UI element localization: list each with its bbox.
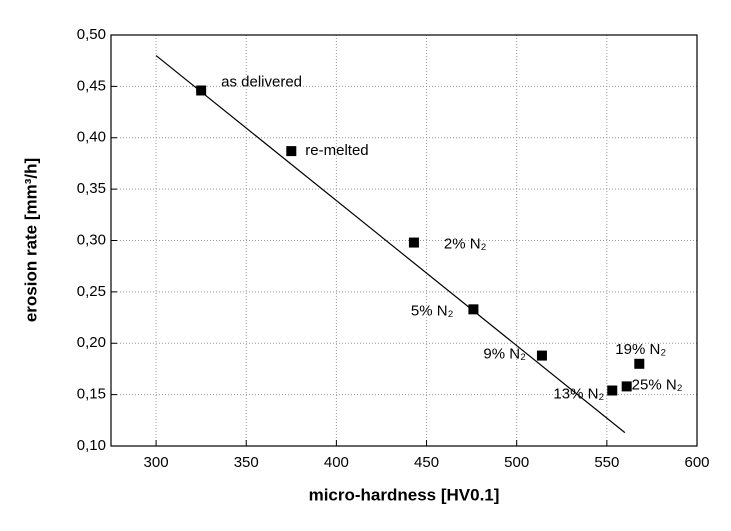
point: [607, 385, 618, 396]
y-axis-title: erosion rate [mm³/h]: [21, 158, 40, 322]
point: [286, 146, 297, 157]
x-tick-label: 500: [504, 454, 529, 471]
y-tick-label: 0,25: [77, 283, 106, 300]
point-label: 13% N₂: [553, 385, 604, 402]
point-label: 2% N₂: [444, 236, 487, 253]
point: [468, 304, 479, 315]
y-tick-label: 0,35: [77, 180, 106, 197]
point-label: 5% N₂: [411, 302, 454, 319]
point-label: 25% N₂: [632, 376, 683, 393]
x-tick-label: 600: [684, 454, 709, 471]
x-tick-label: 450: [414, 454, 439, 471]
point: [621, 381, 632, 392]
point-label: 19% N₂: [615, 341, 666, 358]
y-tick-label: 0,30: [77, 231, 106, 248]
y-tick-label: 0,15: [77, 386, 106, 403]
point: [536, 350, 547, 361]
y-tick-label: 0,50: [77, 26, 106, 43]
point: [408, 237, 419, 248]
x-axis-title: micro-hardness [HV0.1]: [309, 485, 500, 504]
y-tick-label: 0,10: [77, 437, 106, 454]
point: [634, 358, 645, 369]
y-tick-label: 0,40: [77, 129, 106, 146]
y-tick-label: 0,20: [77, 334, 106, 351]
x-tick-label: 350: [234, 454, 259, 471]
point-label: as delivered: [221, 73, 302, 90]
x-tick-label: 300: [144, 454, 169, 471]
point-label: 9% N₂: [483, 346, 526, 363]
point: [196, 85, 207, 96]
fit-line: [155, 55, 626, 434]
y-tick-label: 0,45: [77, 77, 106, 94]
point-label: re-melted: [305, 142, 368, 159]
plot-frame: [110, 34, 698, 447]
x-tick-label: 550: [594, 454, 619, 471]
x-tick-label: 400: [324, 454, 349, 471]
